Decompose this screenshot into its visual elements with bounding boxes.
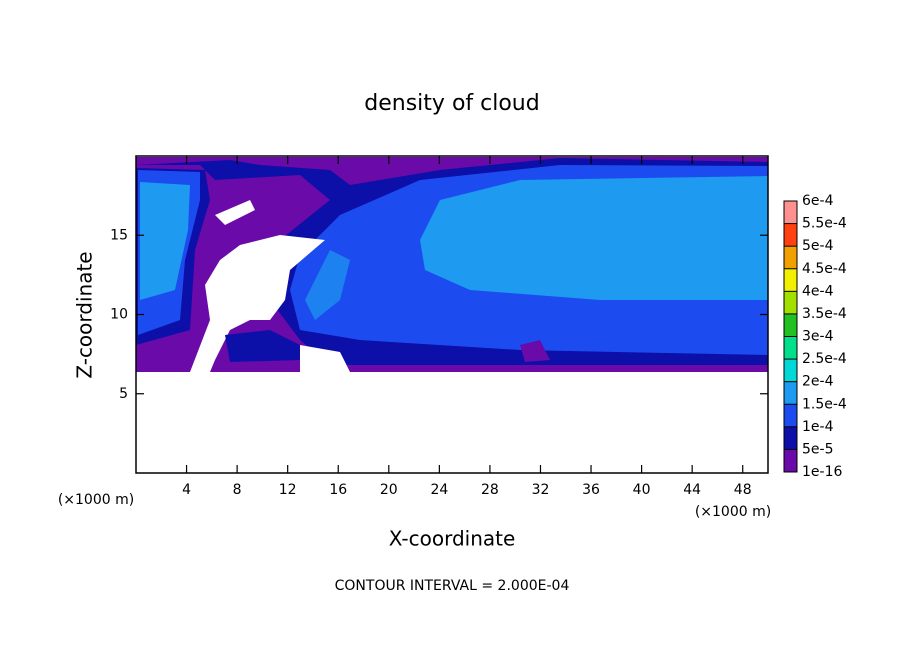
- colorbar-band: [784, 201, 797, 224]
- x-tick-label: 20: [380, 482, 398, 498]
- colorbar-label: 3.5e-4: [802, 306, 847, 322]
- colorbar-band: [784, 291, 797, 314]
- colorbar-label: 1e-4: [802, 419, 834, 435]
- x-tick-label: 36: [582, 482, 600, 498]
- x-tick-label: 4: [182, 482, 191, 498]
- colorbar-label: 4.5e-4: [802, 261, 847, 277]
- colorbar-label: 4e-4: [802, 283, 834, 299]
- colorbar-label: 5.5e-4: [802, 216, 847, 232]
- x-tick-label: 40: [633, 482, 651, 498]
- colorbar-band: [784, 336, 797, 360]
- colorbar-label: 6e-4: [802, 193, 834, 209]
- x-axis-unit: (×1000 m): [695, 504, 771, 520]
- y-tick-label: 5: [119, 386, 128, 402]
- colorbar-label: 5e-5: [802, 441, 833, 457]
- x-tick-label: 12: [279, 482, 297, 498]
- x-tick-label: 48: [734, 482, 752, 498]
- colorbar-label: 1.5e-4: [802, 396, 847, 412]
- x-tick-label: 44: [683, 482, 701, 498]
- colorbar-band: [784, 359, 797, 382]
- x-tick-label: 28: [481, 482, 499, 498]
- colorbar-label: 2.5e-4: [802, 351, 847, 367]
- x-tick-label: 16: [329, 482, 347, 498]
- y-axis-label: Z-coordinate: [73, 251, 97, 378]
- colorbar-band: [784, 313, 797, 337]
- y-tick-label: 15: [110, 227, 128, 243]
- colorbar-label: 1e-16: [802, 464, 842, 480]
- x-tick-label: 24: [430, 482, 448, 498]
- colorbar-label: 2e-4: [802, 374, 834, 390]
- colorbar-band: [784, 268, 797, 292]
- annotation: CONTOUR INTERVAL = 2.000E-04: [335, 578, 570, 594]
- colorbar-band: [784, 381, 797, 405]
- colorbar-label: 5e-4: [802, 238, 834, 254]
- colorbar-band: [784, 223, 797, 247]
- x-axis-label: X-coordinate: [389, 527, 516, 551]
- chart-title: density of cloud: [364, 91, 539, 116]
- colorbar-band: [784, 449, 797, 472]
- contour-field: [136, 157, 768, 372]
- y-tick-label: 10: [110, 307, 128, 323]
- x-tick-label: 8: [233, 482, 242, 498]
- y-axis-unit: (×1000 m): [58, 492, 134, 508]
- colorbar-band: [784, 404, 797, 427]
- colorbar-label: 3e-4: [802, 329, 834, 345]
- x-tick-label: 32: [532, 482, 550, 498]
- colorbar-band: [784, 246, 797, 269]
- colorbar-band: [784, 426, 797, 450]
